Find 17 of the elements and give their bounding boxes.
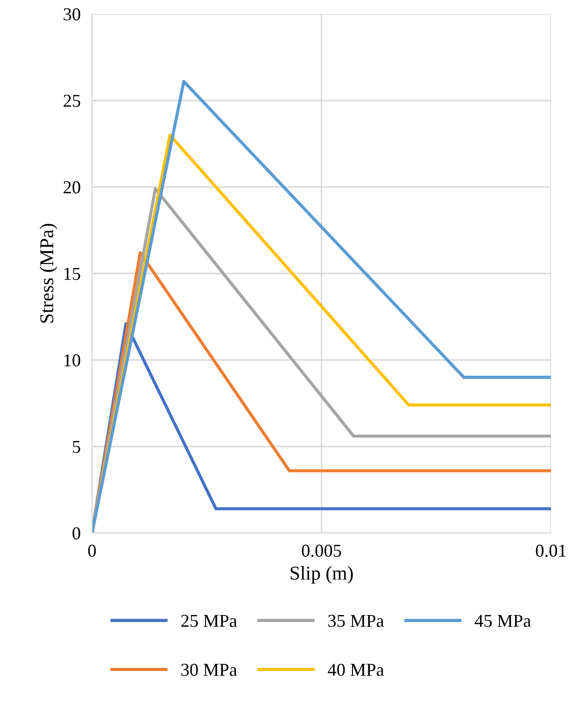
x-tick-label: 0.005 [302, 544, 342, 557]
legend-label: 35 MPa [328, 614, 384, 627]
legend-label: 40 MPa [328, 664, 384, 676]
y-tick-label: 20 [64, 181, 80, 194]
y-tick-label: 5 [72, 440, 80, 453]
x-axis-title: Slip (m) [290, 566, 353, 584]
y-axis-title: Stress (MPa) [40, 224, 58, 323]
legend-label: 30 MPa [181, 664, 237, 676]
legend-label: 45 MPa [474, 614, 531, 627]
y-tick-label: 30 [64, 8, 80, 20]
y-tick-label: 25 [64, 94, 80, 107]
y-tick-label: 0 [72, 527, 80, 540]
legend-label: 25 MPa [181, 614, 237, 627]
y-tick-label: 15 [64, 268, 80, 280]
x-tick-label: 0.01 [536, 544, 566, 557]
x-tick-label: 0 [88, 544, 96, 557]
y-tick-label: 10 [64, 354, 80, 366]
